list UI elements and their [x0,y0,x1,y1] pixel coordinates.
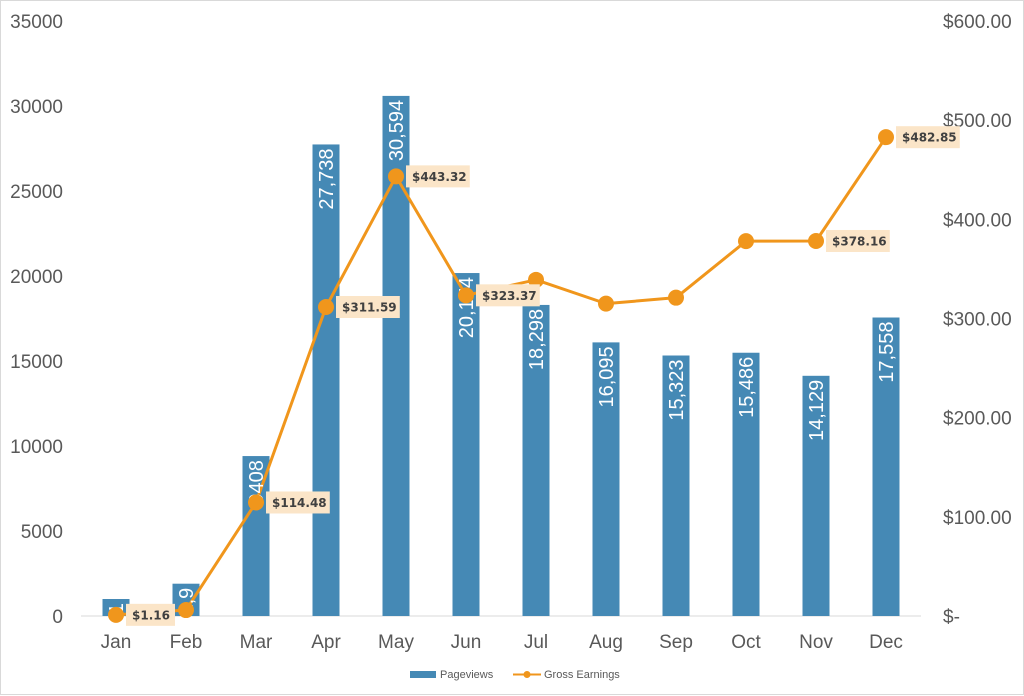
x-tick-label: Nov [799,632,833,653]
y-right-tick-label: $300.00 [943,310,1012,331]
line-marker [458,287,474,304]
y-right-tick-label: $100.00 [943,508,1012,529]
x-tick-label: Apr [311,632,341,653]
y-right-tick-label: $400.00 [943,210,1012,231]
line-label-box [896,126,960,149]
x-tick-label: Jun [451,632,482,653]
y-left-tick-label: 0 [52,607,63,628]
line-marker [108,606,124,623]
y-right-tick-label: $- [943,607,960,628]
line-data-label: $114.48 [272,496,327,510]
line-data-label: $378.16 [832,234,887,248]
x-tick-label: Jul [524,632,548,653]
legend-label-gross-earnings: Gross Earnings [544,669,620,681]
bar-data-label: 15,323 [666,360,688,421]
legend-label-pageviews: Pageviews [440,669,494,681]
line-marker [808,232,824,249]
y-left-tick-label: 5000 [21,522,63,543]
y-left-tick-label: 15000 [10,352,63,373]
line-marker [878,129,894,146]
line-data-label: $311.59 [342,301,397,315]
line-marker [388,168,404,185]
bar-data-label: 16,095 [596,346,618,407]
line-series [115,136,888,617]
y-left-tick-label: 30000 [10,97,63,118]
bar [802,375,830,616]
y-left-tick-label: 10000 [10,437,63,458]
bar-data-label: 17,558 [876,322,898,383]
x-tick-label: Oct [731,632,761,653]
legend-marker-gross-earnings [523,671,531,678]
bar [312,144,340,617]
line-marker [248,494,264,511]
legend-swatch-pageviews [410,671,436,678]
x-tick-label: Feb [170,632,203,653]
bar-data-label: 20,174 [456,277,478,338]
x-tick-label: May [378,632,414,653]
line-data-label: $1.16 [132,608,170,622]
line-label-box [266,491,330,514]
line-marker [668,289,684,306]
line-marker [318,299,334,316]
x-tick-label: Jan [101,632,132,653]
line-label-box [126,603,175,626]
line-marker [598,295,614,312]
y-left-tick-label: 25000 [10,182,63,203]
bar-data-label: 14,129 [806,380,828,441]
x-tick-label: Sep [659,632,693,653]
y-left-tick-label: 20000 [10,267,63,288]
x-tick-label: Dec [869,632,903,653]
bar-data-label: 30,594 [386,100,408,161]
bar-data-label: 15,486 [736,357,758,418]
bar-data-label: 9408 [246,460,268,505]
x-tick-label: Aug [589,632,623,653]
x-tick-label: Mar [240,632,273,653]
bar [732,352,760,616]
line-label-box [336,296,400,319]
bar [592,342,620,616]
line-marker [738,233,754,250]
line-marker [528,271,544,288]
bar-data-label: 27,738 [316,148,338,209]
line-marker [178,602,194,619]
line-data-label: $482.85 [902,131,957,145]
line-label-box [476,284,540,307]
y-right-tick-label: $200.00 [943,409,1012,430]
bar [522,304,550,616]
line-label-box [826,229,890,252]
line-data-label: $323.37 [482,289,537,303]
line-label-box [406,165,470,188]
bar-data-label: 18,298 [526,309,548,370]
bar [242,456,270,616]
bar [452,273,480,616]
y-left-tick-label: 35000 [10,12,63,33]
bar [662,355,690,616]
line-data-label: $443.32 [412,170,467,184]
bar [872,317,900,616]
y-right-tick-label: $600.00 [943,12,1012,33]
y-right-tick-label: $500.00 [943,111,1012,132]
